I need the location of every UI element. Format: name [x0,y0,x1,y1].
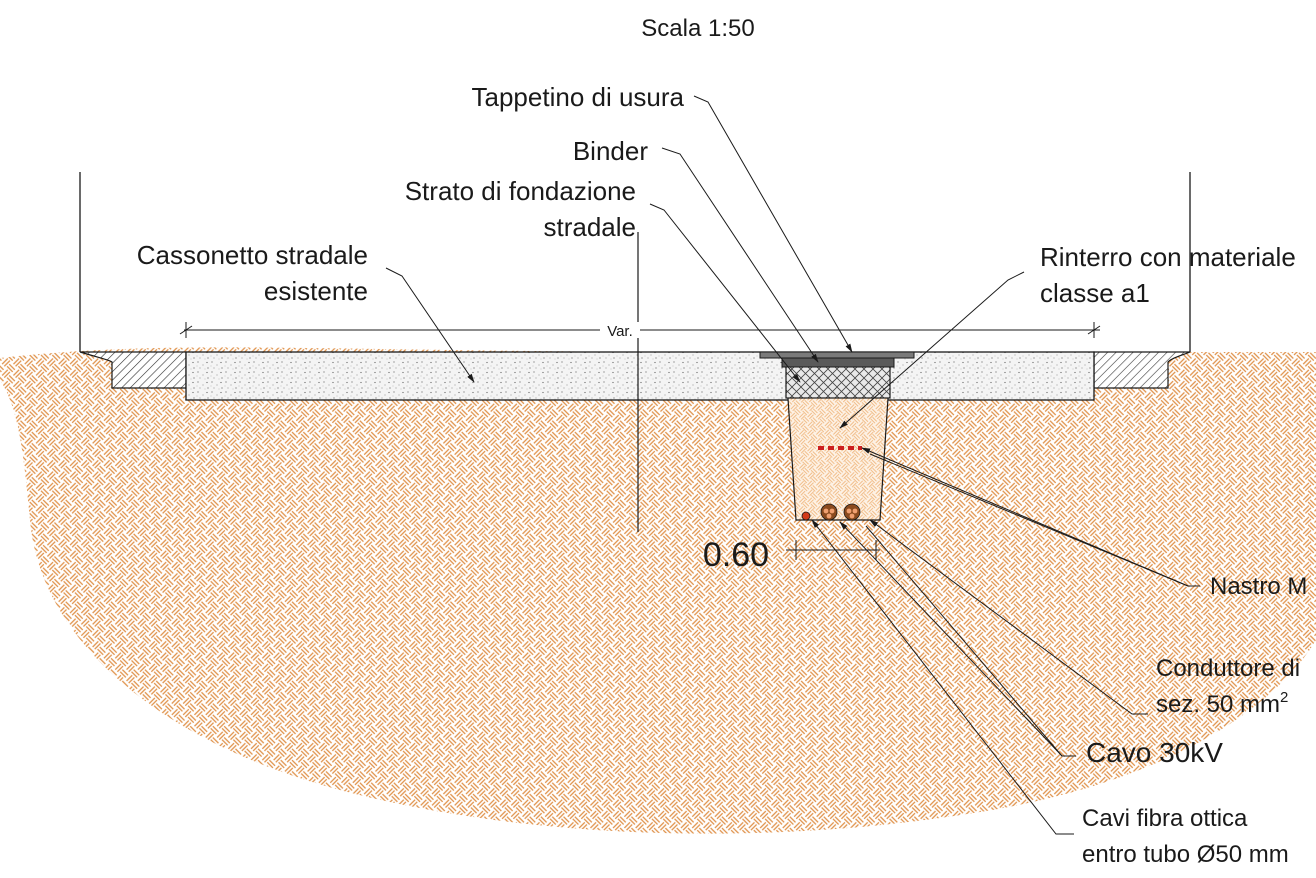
label-cavo: Cavo 30kV [1086,737,1223,768]
label-rinterro-line2: classe a1 [1040,278,1150,308]
label-cassonetto-line1: Cassonetto stradale [137,240,368,270]
label-binder: Binder [573,136,648,166]
label-conduttore-line2: sez. 50 mm2 [1156,689,1288,718]
leader-binder [661,147,819,363]
leader-nastro-b [869,453,1189,587]
wearing-course-layer [759,351,915,359]
label-tappetino: Tappetino di usura [472,82,685,112]
ground-soil-mass [0,347,1316,834]
existing-road-box [185,351,1095,401]
road-foundation-layer [785,365,891,399]
label-nastro: Nastro M [1210,573,1307,600]
leader-fibra [811,519,1074,835]
label-cassonetto-line2: esistente [264,276,368,306]
label-fondazione-line2: stradale [544,212,637,242]
trench-width-label: 0.60 [703,536,769,574]
var-dimension-label: Var. [607,323,633,340]
scale-title: Scala 1:50 [641,15,754,42]
cable-30kv-triplet-2 [843,503,861,521]
earth-conductor [801,511,811,521]
leader-rinterro [839,271,1025,429]
leader-cassonetto [385,267,475,383]
leader-conduttore [869,519,1148,715]
left-curb [79,351,187,389]
leader-fondazione [649,203,801,383]
superscript-2: 2 [1280,689,1288,706]
leader-tappetino [693,95,853,353]
label-fondazione-line1: Strato di fondazione [405,176,636,206]
leader-cavo-b [865,525,1063,757]
label-fibra-line1: Cavi fibra ottica [1082,805,1248,832]
right-curb [1093,351,1191,389]
label-conduttore-line1: Conduttore di [1156,655,1300,682]
label-rinterro-line1: Rinterro con materiale [1040,242,1296,272]
label-fibra-line2: entro tubo Ø50 mm [1082,841,1289,868]
cable-30kv-triplet-1 [820,503,838,521]
